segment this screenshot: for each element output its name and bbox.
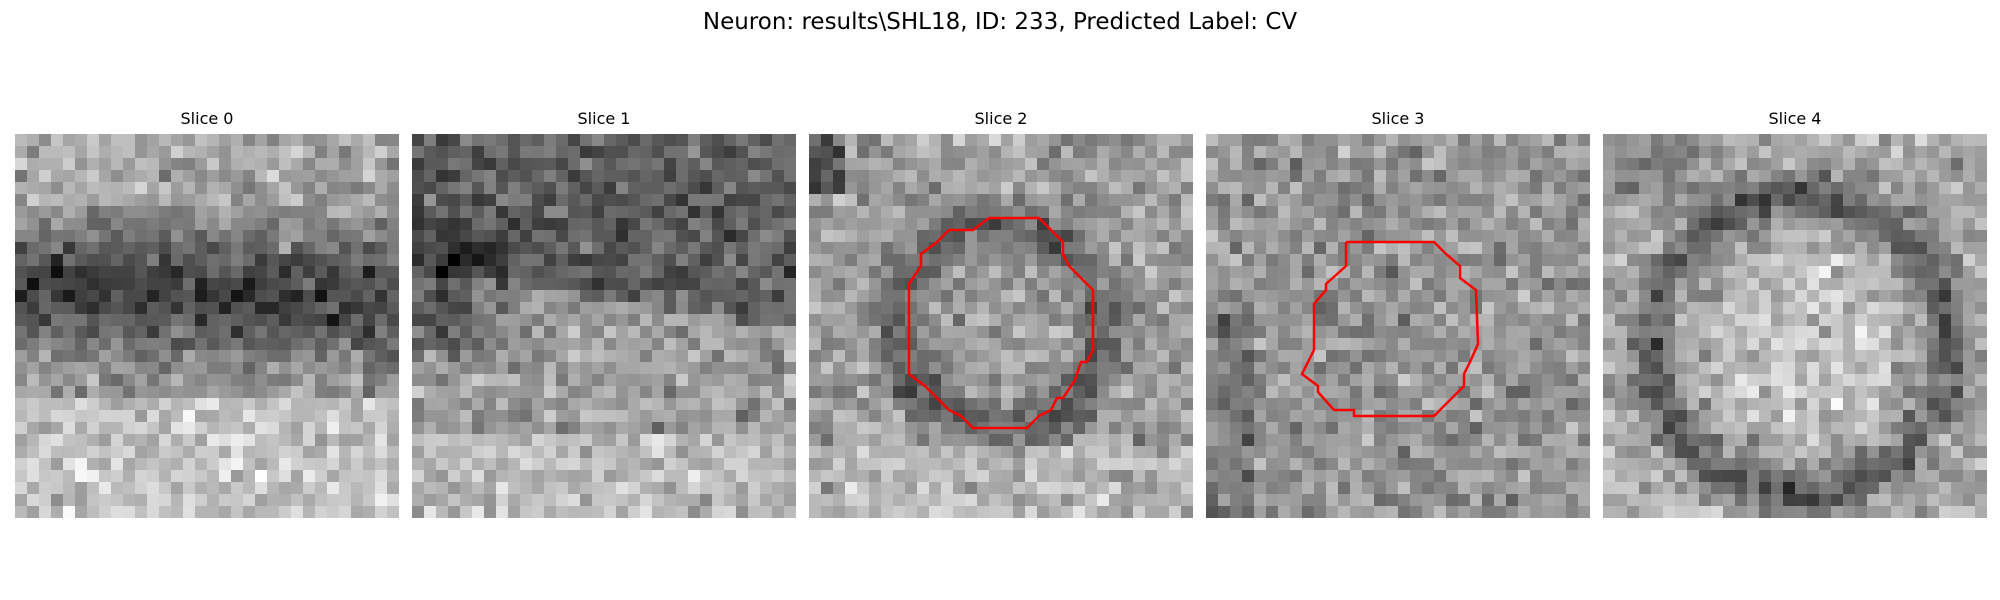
slice-panel-4: Slice 4 (1603, 108, 1987, 518)
slice-image-3 (1206, 134, 1590, 518)
slice-image-2 (809, 134, 1193, 518)
red-contour-3 (1300, 240, 1480, 418)
slice-panel-1: Slice 1 (412, 108, 796, 518)
slice-title-0: Slice 0 (180, 109, 234, 128)
slice-title-2: Slice 2 (974, 109, 1028, 128)
slice-panel-2: Slice 2 (809, 108, 1193, 518)
slice-title-3: Slice 3 (1371, 109, 1425, 128)
slice-image-1 (412, 134, 796, 518)
slice-title-1: Slice 1 (577, 109, 631, 128)
red-contour-2 (907, 216, 1095, 430)
figure-title: Neuron: results\SHL18, ID: 233, Predicte… (702, 9, 1298, 35)
contour-overlay-2 (907, 216, 1095, 430)
slice-panel-0: Slice 0 (15, 108, 399, 518)
slice-image-4 (1603, 134, 1987, 518)
slice-panel-3: Slice 3 (1206, 108, 1590, 518)
slice-title-4: Slice 4 (1768, 109, 1822, 128)
slice-image-0 (15, 134, 399, 518)
contour-overlay-3 (1300, 240, 1480, 418)
